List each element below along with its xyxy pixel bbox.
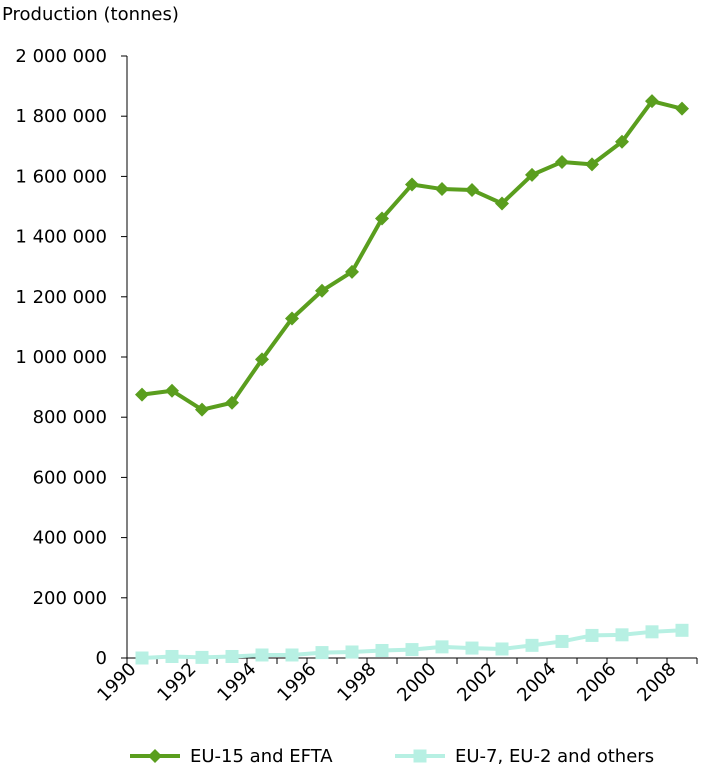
x-axis-ticks: 1990 1992 1994 1996 1998 2000 2002 2004 2006 2008 xyxy=(93,658,698,706)
series-1-point xyxy=(585,157,599,172)
series-1-point xyxy=(465,182,479,197)
series-1-point xyxy=(285,311,299,326)
series-2-point xyxy=(225,649,239,663)
y-tick-label: 800 000 xyxy=(33,407,107,428)
series-2-point xyxy=(675,623,689,637)
x-tick-label: 2008 xyxy=(633,659,680,706)
series-1-point xyxy=(645,94,659,109)
legend: EU-15 and EFTA EU-7, EU-2 and others xyxy=(130,746,654,767)
x-tick-label: 2002 xyxy=(453,659,500,706)
series-2-point xyxy=(585,628,599,642)
series-2-point xyxy=(645,625,659,639)
series-1-point xyxy=(495,196,509,211)
series-1-point xyxy=(195,402,209,417)
y-tick-label: 400 000 xyxy=(33,528,107,549)
series-layer xyxy=(135,94,689,665)
x-tick-label: 1992 xyxy=(153,659,200,706)
x-tick-label: 1996 xyxy=(273,659,320,706)
series-1-point xyxy=(375,211,389,226)
series-2-point xyxy=(165,649,179,663)
series-2-point xyxy=(375,643,389,657)
y-tick-label: 0 xyxy=(96,648,107,669)
y-tick-label: 600 000 xyxy=(33,467,107,488)
y-axis-title: Production (tonnes) xyxy=(2,4,179,25)
series-1-point xyxy=(165,383,179,398)
series-2-point xyxy=(345,645,359,659)
series-1-point xyxy=(315,283,329,298)
series-2-point xyxy=(255,648,269,662)
series-1-point xyxy=(405,177,419,192)
y-axis-ticks: 0 200 000 400 000 600 000 800 000 1 000 000 1 … xyxy=(15,46,127,669)
x-tick-label: 2000 xyxy=(393,659,440,706)
y-tick-label: 2 000 000 xyxy=(15,46,107,67)
legend-marker-2 xyxy=(413,749,427,763)
series-2-point xyxy=(435,640,449,654)
series-1-point xyxy=(615,134,629,149)
legend-label-1: EU-15 and EFTA xyxy=(190,746,333,767)
legend-marker-1 xyxy=(148,749,162,763)
y-tick-label: 200 000 xyxy=(33,588,107,609)
series-2-point xyxy=(495,642,509,656)
y-tick-label: 1 600 000 xyxy=(15,166,107,187)
y-tick-label: 1 000 000 xyxy=(15,347,107,368)
series-2-point xyxy=(465,641,479,655)
series-1-point xyxy=(525,167,539,182)
series-2-point xyxy=(285,648,299,662)
y-tick-label: 1 200 000 xyxy=(15,287,107,308)
series-2-point xyxy=(555,634,569,648)
series-2-point xyxy=(525,638,539,652)
series-line-1 xyxy=(141,99,683,412)
series-1-point xyxy=(225,395,239,410)
series-1-point xyxy=(435,182,449,197)
legend-label-2: EU-7, EU-2 and others xyxy=(455,746,654,767)
x-tick-label: 1994 xyxy=(213,659,260,706)
y-tick-label: 1 400 000 xyxy=(15,227,107,248)
series-1-point xyxy=(675,101,689,116)
y-tick-label: 1 800 000 xyxy=(15,106,107,127)
series-2-point xyxy=(195,650,209,664)
series-2-point xyxy=(315,646,329,660)
series-1-point xyxy=(345,264,359,279)
x-tick-label: 2004 xyxy=(513,659,560,706)
series-1-point xyxy=(135,387,149,402)
x-tick-label: 2006 xyxy=(573,659,620,706)
series-1-point xyxy=(255,352,269,367)
series-2-point xyxy=(615,628,629,642)
series-2-point xyxy=(405,643,419,657)
x-tick-label: 1998 xyxy=(333,659,380,706)
series-1-point xyxy=(555,154,569,169)
series-2-point xyxy=(135,651,149,665)
